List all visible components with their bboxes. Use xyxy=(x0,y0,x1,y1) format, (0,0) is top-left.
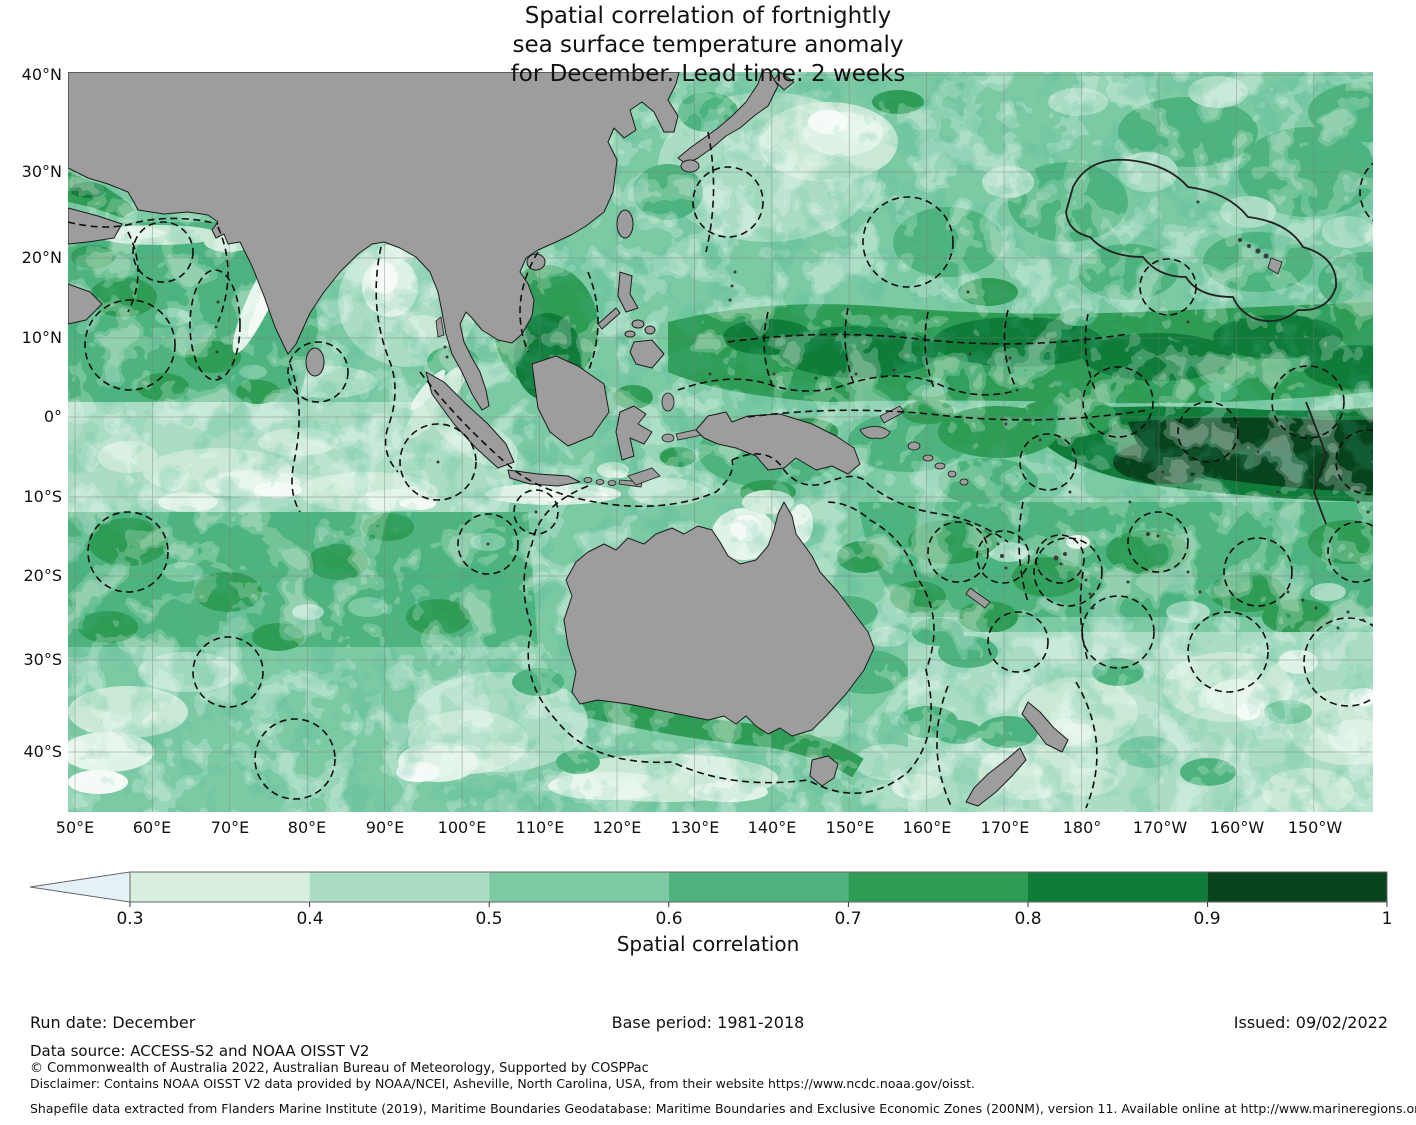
landmass-tasmania xyxy=(809,755,839,787)
base-period: Base period: 1981-2018 xyxy=(611,1013,805,1032)
small-islands xyxy=(214,200,1370,630)
landmass-new-guinea xyxy=(695,411,861,475)
cbar-tick-07: 0.7 xyxy=(834,909,862,929)
landmass-taiwan xyxy=(616,209,634,239)
y-tick-10s: 10°S xyxy=(23,487,62,506)
x-tick-80e: 80°E xyxy=(287,818,327,837)
x-tick-70e: 70°E xyxy=(210,818,250,837)
x-tick-160e: 160°E xyxy=(902,818,952,837)
x-tick-180: 180° xyxy=(1062,818,1102,837)
y-tick-30n: 30°N xyxy=(21,162,62,181)
data-source: Data source: ACCESS-S2 and NOAA OISST V2 xyxy=(30,1042,370,1060)
disclaimer-line: Disclaimer: Contains NOAA OISST V2 data … xyxy=(30,1076,975,1091)
title-line-2: sea surface temperature anomaly xyxy=(512,32,904,58)
cbar-tick-04: 0.4 xyxy=(296,909,324,929)
cbar-tick-09: 0.9 xyxy=(1193,909,1221,929)
x-tick-150w: 150°W xyxy=(1287,818,1343,837)
x-tick-90e: 90°E xyxy=(365,818,405,837)
x-tick-160w: 160°W xyxy=(1209,818,1265,837)
landmass-sri-lanka xyxy=(305,347,325,377)
landmass-australia xyxy=(563,501,875,737)
landmass-sumatra xyxy=(425,371,515,469)
copyright-line: © Commonwealth of Australia 2022, Austra… xyxy=(30,1061,649,1076)
landmass-lesser-sunda xyxy=(583,467,661,488)
landmass-borneo xyxy=(531,355,610,447)
colorbar xyxy=(29,871,1388,907)
cbar-tick-05: 0.5 xyxy=(475,909,503,929)
cbar-tick-1: 1 xyxy=(1381,909,1393,929)
landmass-asia xyxy=(68,72,680,411)
landmass-philippines xyxy=(597,271,665,369)
map-canvas xyxy=(68,72,1373,812)
landmass-japan xyxy=(677,72,795,173)
y-tick-20n: 20°N xyxy=(21,248,62,267)
page-title: Spatial correlation of fortnightly sea s… xyxy=(0,2,1416,89)
landmass-new-zealand xyxy=(965,701,1069,807)
title-line-1: Spatial correlation of fortnightly xyxy=(524,3,892,29)
cbar-tick-03: 0.3 xyxy=(116,909,144,929)
run-date: Run date: December xyxy=(30,1013,196,1032)
shapefile-attribution: Shapefile data extracted from Flanders M… xyxy=(30,1101,1416,1116)
eez-boundaries xyxy=(68,131,1373,809)
y-tick-30s: 30°S xyxy=(23,650,62,669)
landmass-sulawesi xyxy=(615,405,653,461)
x-tick-130e: 130°E xyxy=(670,818,720,837)
cbar-tick-06: 0.6 xyxy=(655,909,683,929)
x-tick-110e: 110°E xyxy=(515,818,565,837)
x-tick-170w: 170°W xyxy=(1132,818,1188,837)
colorbar-under-arrow xyxy=(29,871,131,903)
landmass-java xyxy=(507,469,581,487)
x-tick-120e: 120°E xyxy=(592,818,642,837)
cbar-tick-08: 0.8 xyxy=(1014,909,1042,929)
y-tick-20s: 20°S xyxy=(23,566,62,585)
y-tick-40n: 40°N xyxy=(21,65,62,84)
title-line-3: for December. Lead time: 2 weeks xyxy=(510,61,906,87)
x-tick-60e: 60°E xyxy=(132,818,172,837)
y-tick-40s: 40°S xyxy=(23,742,62,761)
x-tick-170e: 170°E xyxy=(980,818,1030,837)
issued-date: Issued: 09/02/2022 xyxy=(1233,1013,1388,1032)
landmass-melanesia xyxy=(859,405,969,486)
x-tick-100e: 100°E xyxy=(437,818,487,837)
x-tick-150e: 150°E xyxy=(825,818,875,837)
y-tick-0: 0° xyxy=(43,407,62,426)
colorbar-label: Spatial correlation xyxy=(616,932,800,956)
y-tick-10n: 10°N xyxy=(21,328,62,347)
x-tick-140e: 140°E xyxy=(747,818,797,837)
correlation-map xyxy=(68,72,1373,812)
hawaii-eez-contour xyxy=(1065,158,1337,525)
landmass-horn-of-africa xyxy=(68,283,103,325)
x-tick-50e: 50°E xyxy=(55,818,95,837)
